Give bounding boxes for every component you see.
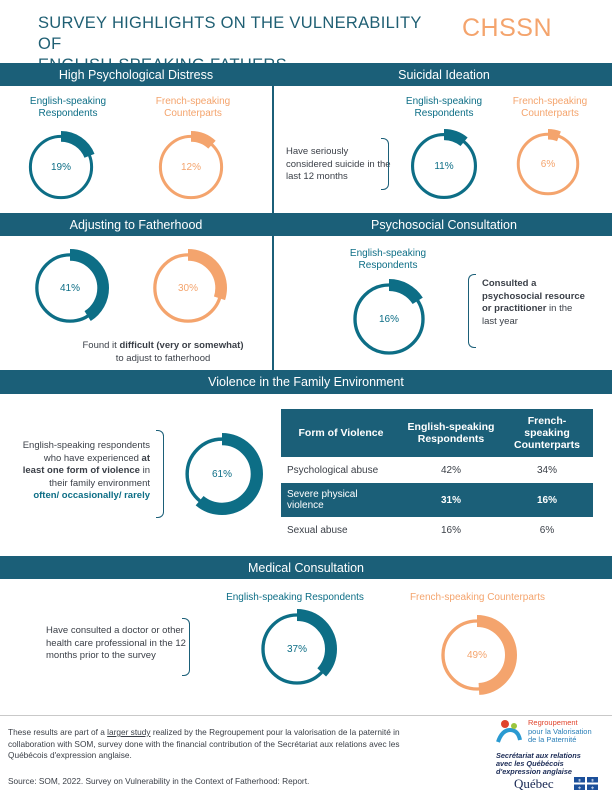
col-eng: English-speaking Respondents [401, 409, 501, 457]
donut-arc [30, 248, 110, 328]
psychosocial-description: Consulted a psychosocial resource or pra… [482, 278, 585, 327]
section-band-1: High Psychological Distress Suicidal Ide… [0, 63, 612, 86]
table-row: Sexual abuse 16% 6% [287, 524, 555, 536]
medical-fr-label: French-speaking Counterparts [409, 592, 546, 603]
table-row: Psychological abuse 42% 34% [287, 464, 557, 476]
suicide-fr-pct: 6% [540, 158, 556, 170]
distress-eng-donut: 19% [24, 130, 98, 204]
fatherhood-fr-donut: 30% [148, 248, 228, 328]
divider [272, 63, 274, 213]
bracket [468, 274, 476, 348]
donut-arc [154, 130, 228, 204]
fatherhood-fr-pct: 30% [177, 282, 198, 294]
donut-arc [437, 615, 517, 695]
distress-eng-pct: 19% [50, 161, 71, 173]
distress-eng-label: English-speaking Respondents [29, 96, 107, 119]
psychosocial-eng-donut: 16% [348, 278, 430, 360]
suicide-heading: Suicidal Ideation [398, 67, 490, 82]
footer-text: These results are part of a larger study… [8, 727, 400, 760]
source-note: Source: SOM, 2022. Survey on Vulnerabili… [8, 776, 310, 786]
footer-divider [0, 715, 612, 716]
psychosocial-heading: Psychosocial Consultation [371, 217, 517, 232]
rvp-logo-text: Regroupement pour la Valorisation de la … [528, 718, 592, 744]
donut-arc [406, 128, 482, 204]
distress-fr-label: French-speaking Counterparts [155, 96, 231, 119]
svg-text:⚜: ⚜ [577, 778, 581, 784]
svg-text:⚜: ⚜ [590, 786, 594, 791]
psychosocial-eng-label: English-speaking Respondents [349, 248, 427, 271]
medical-fr-donut: 49% [436, 614, 518, 696]
bracket [182, 618, 190, 676]
chssn-logo: CHSSN [462, 14, 553, 42]
donut-arc [257, 609, 337, 689]
distress-fr-pct: 12% [180, 161, 201, 173]
medical-eng-label: English-speaking Respondents [226, 592, 364, 603]
violence-pct: 61% [211, 468, 232, 480]
fatherhood-eng-donut: 41% [30, 248, 110, 328]
distress-heading: High Psychological Distress [58, 67, 214, 82]
donut-arc [148, 248, 228, 328]
violence-donut: 61% [180, 432, 264, 516]
bracket [381, 138, 389, 190]
donut-arc [24, 130, 98, 204]
table-row: Severe physical violence 31% 16% [281, 483, 593, 517]
col-fr: French-speaking Counterparts [501, 409, 593, 457]
psychosocial-eng-pct: 16% [378, 313, 399, 325]
medical-eng-pct: 37% [286, 643, 307, 655]
suicide-eng-label: English-speaking Respondents [405, 96, 483, 119]
section-band-3: Violence in the Family Environment [0, 370, 612, 394]
medical-description: Have consulted a doctor or other health … [46, 625, 186, 661]
distress-fr-donut: 12% [154, 130, 228, 204]
medical-fr-pct: 49% [466, 649, 487, 661]
medical-heading: Medical Consultation [247, 560, 365, 575]
suicide-fr-donut: 6% [512, 128, 584, 200]
donut-arc [513, 129, 583, 199]
col-form: Form of Violence [281, 409, 401, 457]
svg-text:⚜: ⚜ [590, 778, 594, 784]
rvp-logo-icon [494, 718, 524, 746]
suicide-eng-pct: 11% [434, 160, 454, 172]
bracket [156, 430, 164, 518]
fatherhood-eng-pct: 41% [59, 282, 80, 294]
section-band-2: Adjusting to Fatherhood Psychosocial Con… [0, 213, 612, 236]
secretariat-text: Secrétariat aux relations avec les Québé… [496, 751, 581, 777]
donut-arc [181, 433, 263, 515]
violence-heading: Violence in the Family Environment [208, 375, 404, 389]
table-header-row: Form of Violence English-speaking Respon… [281, 409, 593, 457]
divider [272, 236, 274, 370]
violence-description: English-speaking respondents who have ex… [22, 440, 150, 501]
section-band-4: Medical Consultation [0, 556, 612, 579]
quebec-wordmark: Québec [514, 776, 554, 791]
donut-arc [349, 279, 429, 359]
suicide-eng-donut: 11% [406, 128, 482, 204]
fatherhood-heading: Adjusting to Fatherhood [69, 217, 203, 232]
svg-text:⚜: ⚜ [577, 786, 581, 791]
medical-eng-donut: 37% [256, 608, 338, 690]
larger-study-link[interactable]: larger study [107, 727, 151, 737]
suicide-fr-label: French-speaking Counterparts [512, 96, 588, 119]
quebec-flag-icon: ⚜ ⚜ ⚜ ⚜ [574, 777, 598, 792]
suicide-description: Have seriously considered suicide in the… [286, 146, 391, 182]
fatherhood-description: Found it difficult (very or somewhat) to… [82, 340, 244, 364]
violence-table: Form of Violence English-speaking Respon… [281, 409, 593, 543]
